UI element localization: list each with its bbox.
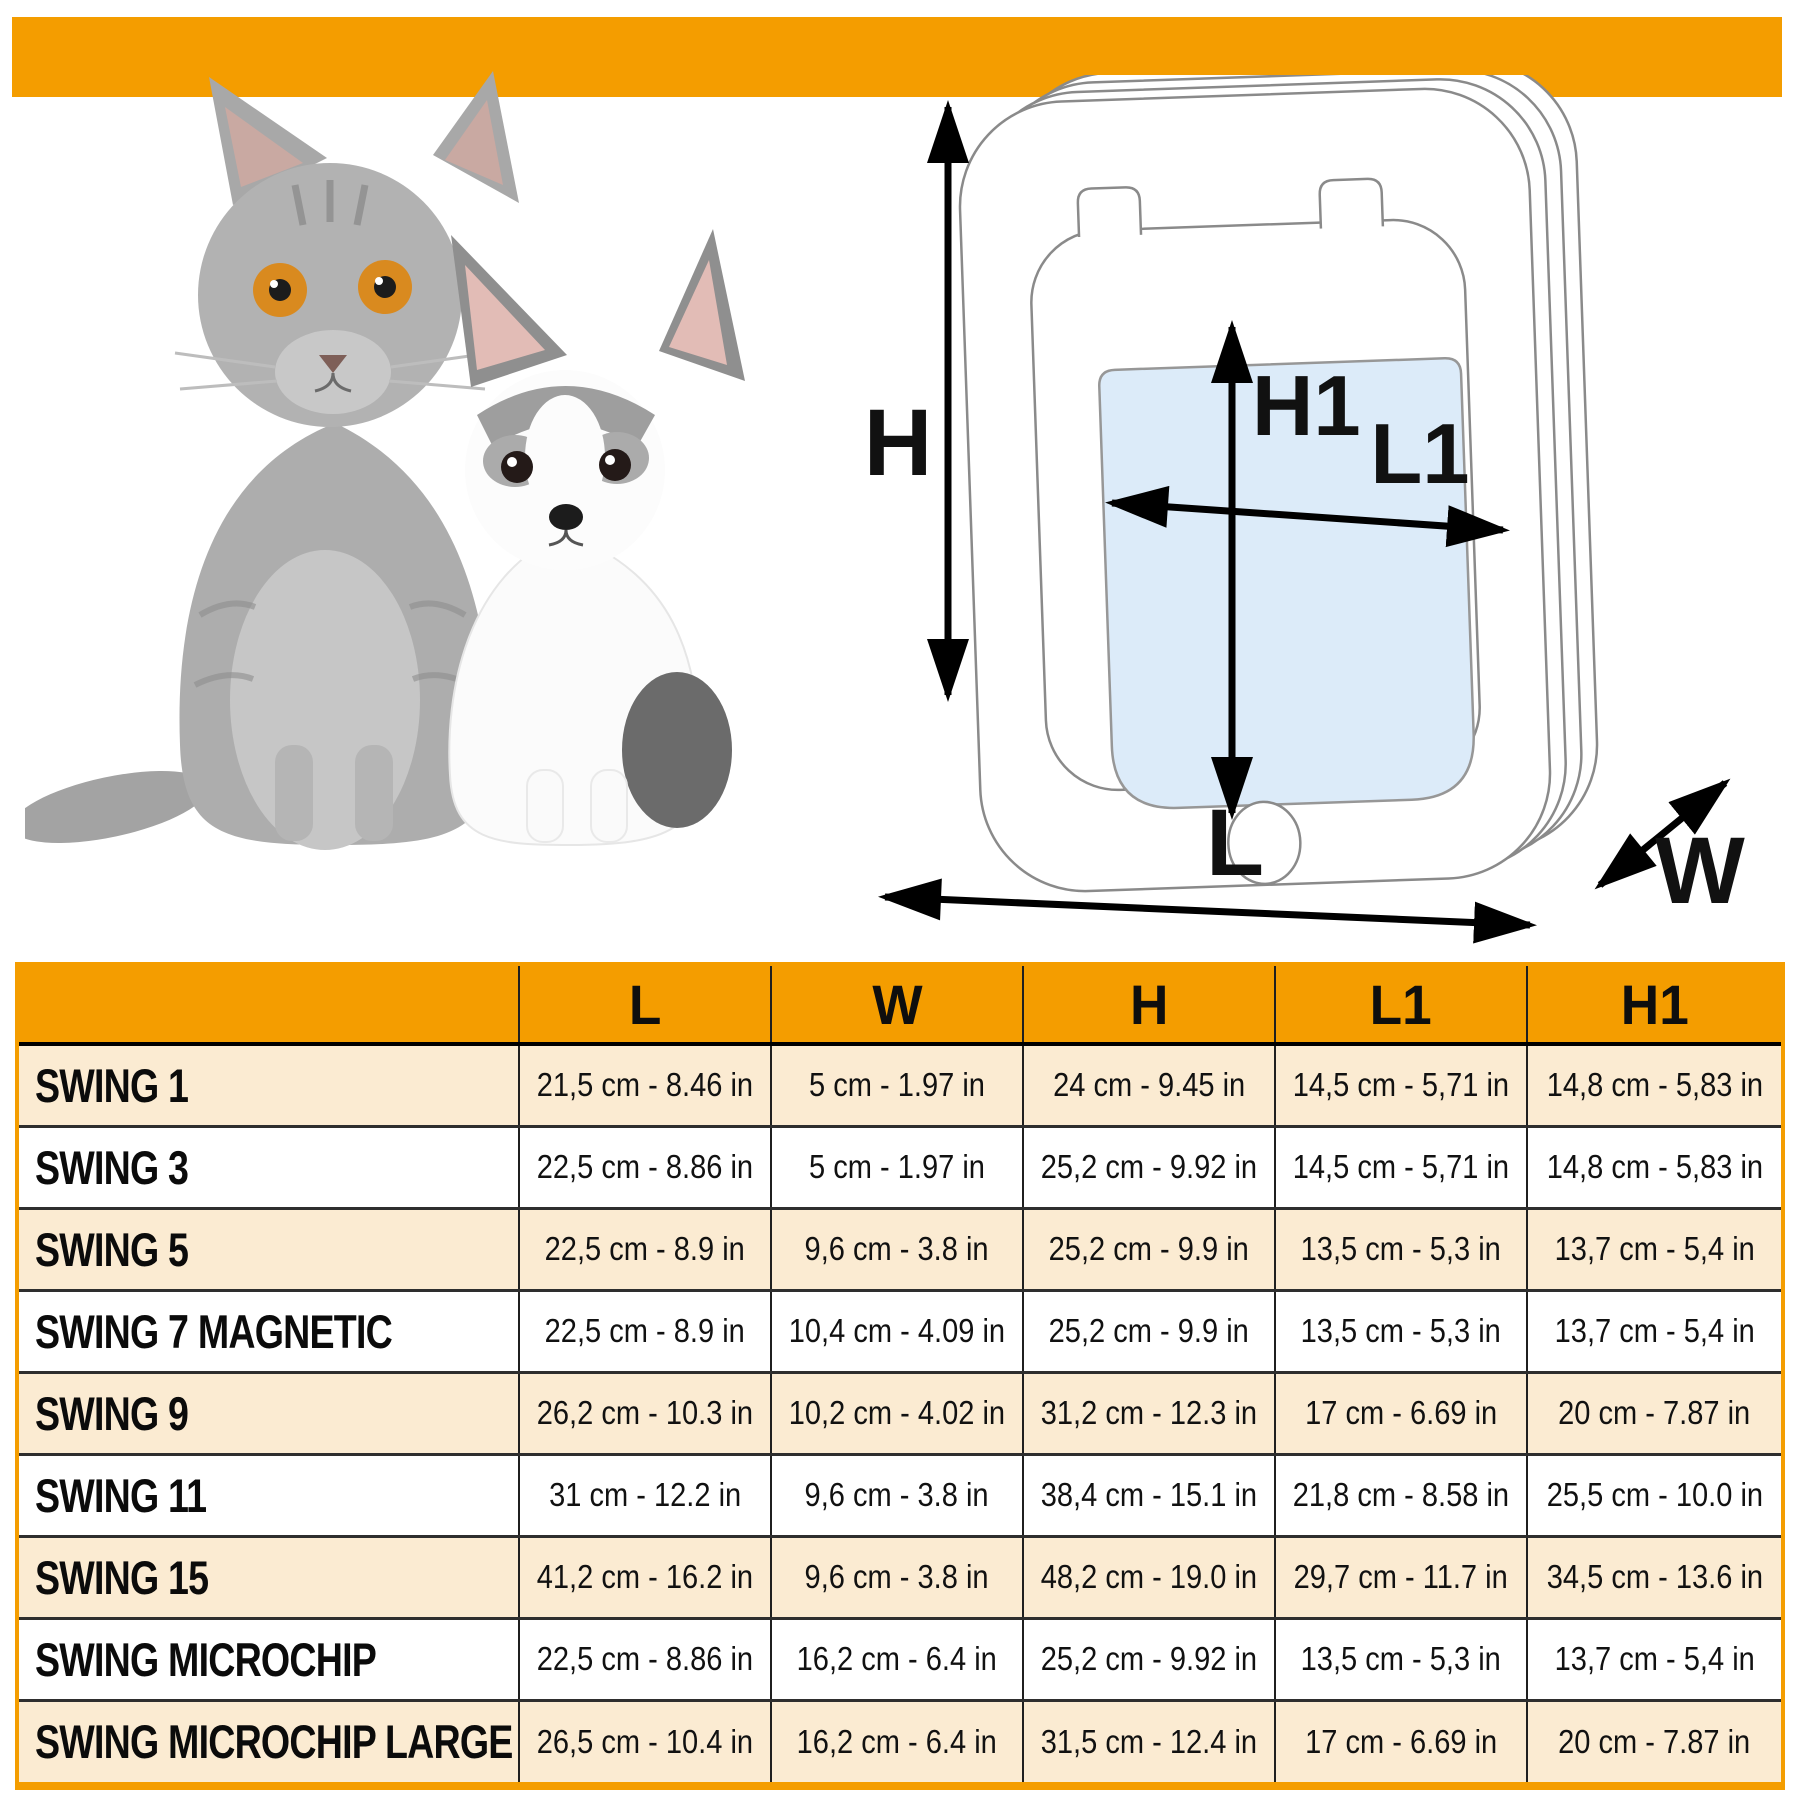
cat-nose	[319, 355, 347, 373]
dimension-cell: 13,5 cm - 5,3 in	[1274, 1208, 1527, 1290]
dimension-cell: 14,8 cm - 5,83 in	[1526, 1126, 1781, 1208]
cat-illustration	[25, 71, 519, 850]
dimension-cell: 22,5 cm - 8.86 in	[518, 1618, 771, 1700]
size-table-header: L W H L1 H1	[19, 966, 1781, 1044]
table-row: SWING 7 MAGNETIC 22,5 cm - 8.9 in 10,4 cm …	[19, 1290, 1781, 1372]
dimension-cell: 25,2 cm - 9.9 in	[1022, 1290, 1275, 1372]
dimension-cell: 25,5 cm - 10.0 in	[1526, 1454, 1781, 1536]
dog-left-ear	[451, 235, 567, 387]
dimension-cell: 24 cm - 9.45 in	[1022, 1044, 1275, 1126]
dimension-cell: 34,5 cm - 13.6 in	[1526, 1536, 1781, 1618]
dimension-cell: 22,5 cm - 8.9 in	[518, 1290, 771, 1372]
dimension-cell: 22,5 cm - 8.9 in	[518, 1208, 771, 1290]
dog-illustration	[448, 229, 745, 847]
dimension-label-l1: L1	[1370, 407, 1469, 502]
dimension-label-l: L	[1206, 790, 1264, 896]
dimension-cell: 16,2 cm - 6.4 in	[770, 1700, 1023, 1782]
dimension-cell: 29,7 cm - 11.7 in	[1274, 1536, 1527, 1618]
l-arrow	[878, 878, 1537, 944]
dimension-label-h: H	[864, 390, 933, 496]
dimension-cell: 41,2 cm - 16.2 in	[518, 1536, 771, 1618]
size-table-container: L W H L1 H1 SWING 1 21,5 cm - 8.46 in 5 cm…	[15, 962, 1785, 1790]
row-label: SWING 7 MAGNETIC	[35, 1304, 393, 1358]
row-label: SWING MICROCHIP LARGE	[35, 1715, 513, 1769]
dimension-cell: 31 cm - 12.2 in	[518, 1454, 771, 1536]
w-arrow	[1594, 778, 1731, 890]
table-row: SWING 9 26,2 cm - 10.3 in 10,2 cm - 4.02 i…	[19, 1372, 1781, 1454]
size-table: L W H L1 H1 SWING 1 21,5 cm - 8.46 in 5 cm…	[19, 966, 1781, 1782]
dimension-cell: 10,4 cm - 4.09 in	[770, 1290, 1023, 1372]
dimension-cell: 17 cm - 6.69 in	[1274, 1372, 1527, 1454]
dimension-cell: 31,2 cm - 12.3 in	[1022, 1372, 1275, 1454]
dog-nose	[549, 504, 583, 530]
dimension-arrows	[878, 100, 1731, 944]
cat-head	[198, 163, 462, 427]
dimension-cell: 48,2 cm - 19.0 in	[1022, 1536, 1275, 1618]
header-cell-h1: H1	[1526, 966, 1781, 1044]
dimension-cell: 21,8 cm - 8.58 in	[1274, 1454, 1527, 1536]
dimension-cell: 17 cm - 6.69 in	[1274, 1700, 1527, 1782]
row-label: SWING 11	[35, 1468, 207, 1522]
header-cell-h: H	[1022, 966, 1275, 1044]
dimension-cell: 13,7 cm - 5,4 in	[1526, 1208, 1781, 1290]
table-row: SWING MICROCHIP 22,5 cm - 8.86 in 16,2 cm …	[19, 1618, 1781, 1700]
dimension-cell: 14,5 cm - 5,71 in	[1274, 1126, 1527, 1208]
pet-door-body	[958, 75, 1599, 893]
dimension-cell: 38,4 cm - 15.1 in	[1022, 1454, 1275, 1536]
header-cell-model	[19, 966, 519, 1044]
table-row: SWING 5 22,5 cm - 8.9 in 9,6 cm - 3.8 in 25…	[19, 1208, 1781, 1290]
table-row: SWING 11 31 cm - 12.2 in 9,6 cm - 3.8 in 38…	[19, 1454, 1781, 1536]
dimension-cell: 14,8 cm - 5,83 in	[1526, 1044, 1781, 1126]
table-row: SWING 15 41,2 cm - 16.2 in 9,6 cm - 3.8 in…	[19, 1536, 1781, 1618]
dimension-cell: 14,5 cm - 5,71 in	[1274, 1044, 1527, 1126]
dimension-cell: 13,7 cm - 5,4 in	[1526, 1290, 1781, 1372]
row-label: SWING 5	[35, 1222, 189, 1276]
row-label: SWING 15	[35, 1550, 209, 1604]
dimension-cell: 25,2 cm - 9.9 in	[1022, 1208, 1275, 1290]
header-cell-w: W	[770, 966, 1023, 1044]
row-label: SWING 1	[35, 1058, 189, 1112]
dog-back-patch	[622, 672, 732, 828]
row-label: SWING 3	[35, 1140, 189, 1194]
row-label: SWING MICROCHIP	[35, 1632, 377, 1686]
pet-door-diagram: H H1 L1 L W	[864, 75, 1745, 944]
dimension-cell: 10,2 cm - 4.02 in	[770, 1372, 1023, 1454]
door-tab-left	[1076, 186, 1143, 238]
table-row: SWING 1 21,5 cm - 8.46 in 5 cm - 1.97 in 24…	[19, 1044, 1781, 1126]
row-label: SWING 9	[35, 1386, 189, 1440]
header-row: L W H L1 H1	[19, 966, 1781, 1044]
dimension-cell: 13,5 cm - 5,3 in	[1274, 1290, 1527, 1372]
dimension-cell: 13,5 cm - 5,3 in	[1274, 1618, 1527, 1700]
dimension-cell: 16,2 cm - 6.4 in	[770, 1618, 1023, 1700]
door-tab-right	[1318, 177, 1385, 229]
dimension-cell: 26,2 cm - 10.3 in	[518, 1372, 771, 1454]
dimension-cell: 26,5 cm - 10.4 in	[518, 1700, 771, 1782]
dimension-cell: 5 cm - 1.97 in	[770, 1126, 1023, 1208]
dimension-cell: 9,6 cm - 3.8 in	[770, 1536, 1023, 1618]
dimension-cell: 9,6 cm - 3.8 in	[770, 1454, 1023, 1536]
dimension-cell: 31,5 cm - 12.4 in	[1022, 1700, 1275, 1782]
header-cell-l1: L1	[1274, 966, 1527, 1044]
l1-arrow	[1105, 485, 1510, 548]
dimension-labels: H H1 L1 L W	[864, 359, 1745, 924]
size-table-body: SWING 1 21,5 cm - 8.46 in 5 cm - 1.97 in 24…	[19, 1044, 1781, 1782]
dimension-cell: 5 cm - 1.97 in	[770, 1044, 1023, 1126]
dimension-cell: 25,2 cm - 9.92 in	[1022, 1618, 1275, 1700]
dimension-cell: 20 cm - 7.87 in	[1526, 1700, 1781, 1782]
dimension-cell: 21,5 cm - 8.46 in	[518, 1044, 771, 1126]
door-flap-window	[1098, 357, 1475, 810]
dimension-label-w: W	[1655, 818, 1745, 924]
dimension-cell: 20 cm - 7.87 in	[1526, 1372, 1781, 1454]
dimension-cell: 22,5 cm - 8.86 in	[518, 1126, 771, 1208]
header-cell-l: L	[518, 966, 771, 1044]
cat-and-dog-photo	[25, 71, 745, 850]
dimension-label-h1: H1	[1252, 359, 1361, 454]
dimension-cell: 25,2 cm - 9.92 in	[1022, 1126, 1275, 1208]
dimension-cell: 9,6 cm - 3.8 in	[770, 1208, 1023, 1290]
table-row: SWING MICROCHIP LARGE 26,5 cm - 10.4 in 16…	[19, 1700, 1781, 1782]
dimension-cell: 13,7 cm - 5,4 in	[1526, 1618, 1781, 1700]
table-row: SWING 3 22,5 cm - 8.86 in 5 cm - 1.97 in 25…	[19, 1126, 1781, 1208]
